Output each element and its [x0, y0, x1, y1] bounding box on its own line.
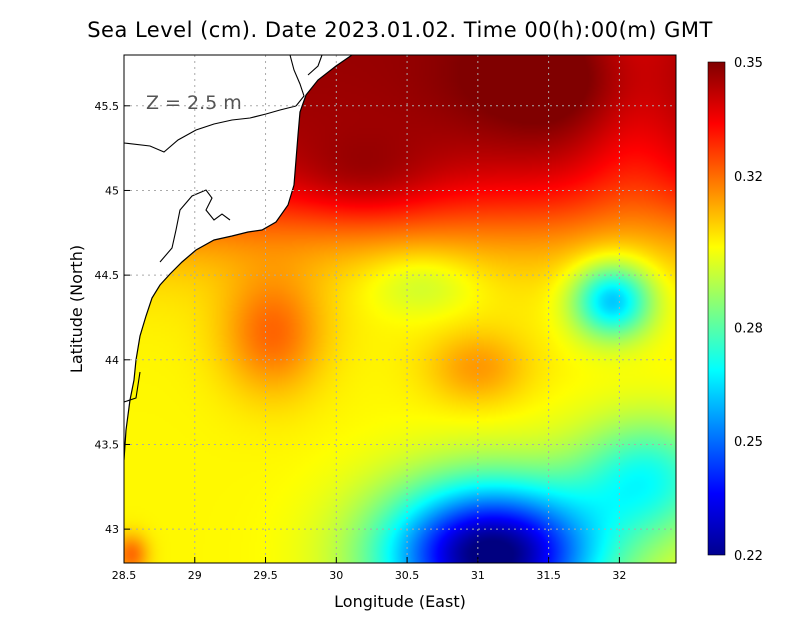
x-axis-label: Longitude (East) [334, 592, 466, 611]
coastline-detail [124, 105, 297, 153]
y-tick-label: 45 [105, 184, 119, 197]
land-mask [124, 55, 352, 460]
coastline-detail [124, 371, 141, 403]
colorbar [707, 61, 726, 556]
colorbar-tick-label: 0.32 [734, 170, 763, 185]
grid-lines [124, 55, 676, 563]
x-tick-label: 32 [612, 569, 626, 582]
colorbar-tick-label: 0.35 [734, 56, 763, 71]
plot-frame [123, 54, 677, 564]
chart-title: Sea Level (cm). Date 2023.01.02. Time 00… [87, 18, 713, 42]
x-axis: 28.5 29 29.5 30 30.5 31 31.5 32 [112, 557, 626, 582]
depth-annotation: Z = 2.5 m [146, 92, 242, 114]
y-tick-label: 45.5 [95, 100, 120, 113]
y-tick-label: 43 [105, 523, 119, 536]
coastline [124, 55, 353, 461]
x-tick-label: 29 [188, 569, 202, 582]
y-tick-label: 43.5 [95, 438, 120, 451]
y-axis: 43 43.5 44 44.5 45 45.5 [95, 100, 130, 536]
colorbar-ticks: 0.22 0.25 0.28 0.32 0.35 [734, 56, 763, 564]
x-tick-label: 29.5 [253, 569, 278, 582]
colorbar-tick-label: 0.25 [734, 435, 763, 450]
x-tick-label: 30.5 [395, 569, 420, 582]
coastline-detail [159, 189, 231, 263]
coastline-detail [289, 55, 305, 107]
x-tick-label: 31.5 [536, 569, 561, 582]
y-axis-label: Latitude (North) [67, 245, 86, 373]
y-tick-label: 44.5 [95, 269, 120, 282]
x-tick-label: 30 [329, 569, 343, 582]
colorbar-tick-label: 0.28 [734, 321, 763, 336]
coastline-detail [307, 55, 323, 76]
y-tick-label: 44 [105, 354, 119, 367]
colorbar-tick-label: 0.22 [734, 549, 763, 564]
x-tick-label: 28.5 [112, 569, 137, 582]
x-tick-label: 31 [471, 569, 485, 582]
